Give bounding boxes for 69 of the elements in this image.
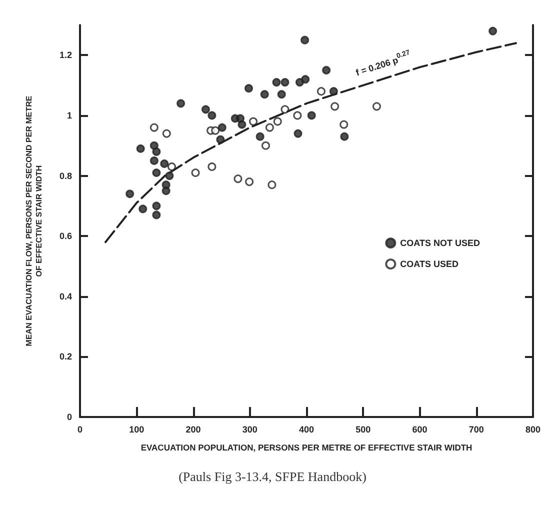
y-tick-label: 0.6 <box>59 231 72 242</box>
x-tick-label: 700 <box>468 424 484 434</box>
point <box>162 186 170 196</box>
point <box>372 102 381 111</box>
x-tick-label: 300 <box>242 424 258 434</box>
point <box>208 111 216 120</box>
point <box>167 162 176 171</box>
y-axis-title: MEAN EVACUATION FLOW, PERSONS PER SECOND PER METRE OF EFFECTIVE STAIR WIDTH <box>24 95 44 346</box>
x-tick-label: 0 <box>77 424 83 434</box>
point <box>322 66 331 74</box>
point <box>176 99 186 108</box>
point <box>272 78 281 87</box>
point <box>330 102 340 111</box>
y-tick-label: 0 <box>66 412 72 422</box>
point <box>160 159 169 168</box>
y-tick-label: 1 <box>66 110 72 120</box>
point <box>300 36 310 44</box>
point <box>150 156 158 165</box>
legend-label: COATS NOT USED <box>400 238 480 248</box>
x-tick-label: 100 <box>129 424 144 434</box>
point <box>211 126 220 135</box>
y-tick-label: 1.2 <box>59 50 72 60</box>
point <box>256 132 264 141</box>
point <box>293 111 302 120</box>
point <box>126 190 134 198</box>
point <box>191 168 200 177</box>
x-tick-label: 600 <box>412 424 428 434</box>
x-axis-title: EVACUATION POPULATION, PERSONS PER METRE OF EFFECTIVE STAIR WIDTH <box>140 442 472 452</box>
point <box>136 144 145 153</box>
point <box>245 178 254 186</box>
point <box>152 147 161 156</box>
x-tick-label: 200 <box>186 424 201 434</box>
point <box>340 132 349 141</box>
point <box>261 141 270 150</box>
x-tick-label: 800 <box>525 424 541 434</box>
text: (Pauls Fig 3-13.4, SFPE Handbook) <box>178 469 366 484</box>
point <box>249 117 258 126</box>
point <box>316 87 326 96</box>
point <box>280 78 290 87</box>
point <box>208 162 216 171</box>
point <box>218 123 226 132</box>
point <box>265 123 274 132</box>
point <box>244 84 253 93</box>
point <box>307 111 316 120</box>
point <box>138 204 148 214</box>
point <box>152 202 161 210</box>
point <box>165 172 174 180</box>
y-tick-label: 0.8 <box>59 170 72 181</box>
point <box>260 90 269 99</box>
point <box>238 120 246 129</box>
point <box>152 168 161 177</box>
point <box>301 75 310 84</box>
x-tick-label: 400 <box>298 424 314 434</box>
point <box>201 105 210 114</box>
point <box>162 129 171 138</box>
y-tick-label: 0.4 <box>59 291 72 302</box>
point <box>234 174 242 184</box>
point <box>150 123 158 132</box>
point <box>280 105 290 114</box>
y-tick-label: 0.2 <box>59 352 72 362</box>
point <box>488 26 498 36</box>
point <box>340 120 348 129</box>
point <box>277 90 286 99</box>
point <box>294 129 302 138</box>
point <box>273 117 282 126</box>
legend-label: COATS USED <box>400 259 460 269</box>
point <box>152 210 161 220</box>
x-tick-label: 500 <box>356 424 371 434</box>
point <box>268 180 276 190</box>
